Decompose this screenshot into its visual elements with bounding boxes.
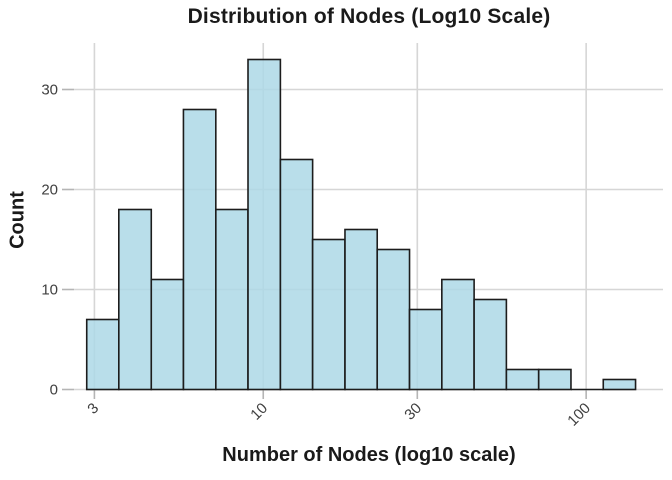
histogram-bar <box>118 208 153 391</box>
chart-title: Distribution of Nodes (Log10 Scale) <box>187 5 551 28</box>
x-axis-title: Number of Nodes (log10 scale) <box>222 444 516 466</box>
x-tick-label: 30 <box>401 400 425 424</box>
histogram-bar <box>344 228 379 391</box>
y-tick-label: 0 <box>50 382 58 399</box>
histogram-bar <box>473 298 508 391</box>
histogram-bar <box>247 58 282 391</box>
histogram-bar <box>376 248 411 391</box>
histogram-bar <box>279 158 314 391</box>
histogram-bar <box>311 238 346 391</box>
x-tick-label: 10 <box>247 400 271 424</box>
histogram-bar <box>602 378 637 391</box>
histogram-bar <box>85 318 120 391</box>
histogram-bar <box>505 368 540 391</box>
y-tick-label: 20 <box>41 182 58 199</box>
x-tick-label: 3 <box>84 400 102 418</box>
histogram-bar <box>182 108 217 391</box>
y-tick-label: 30 <box>41 82 58 99</box>
y-tick-label: 10 <box>41 282 58 299</box>
histogram-bar <box>408 308 443 391</box>
histogram-bar <box>215 208 249 391</box>
histogram-bar <box>537 368 572 391</box>
histogram-bar <box>441 278 475 391</box>
x-tick-label: 100 <box>564 400 594 430</box>
histogram-bar <box>150 278 185 391</box>
